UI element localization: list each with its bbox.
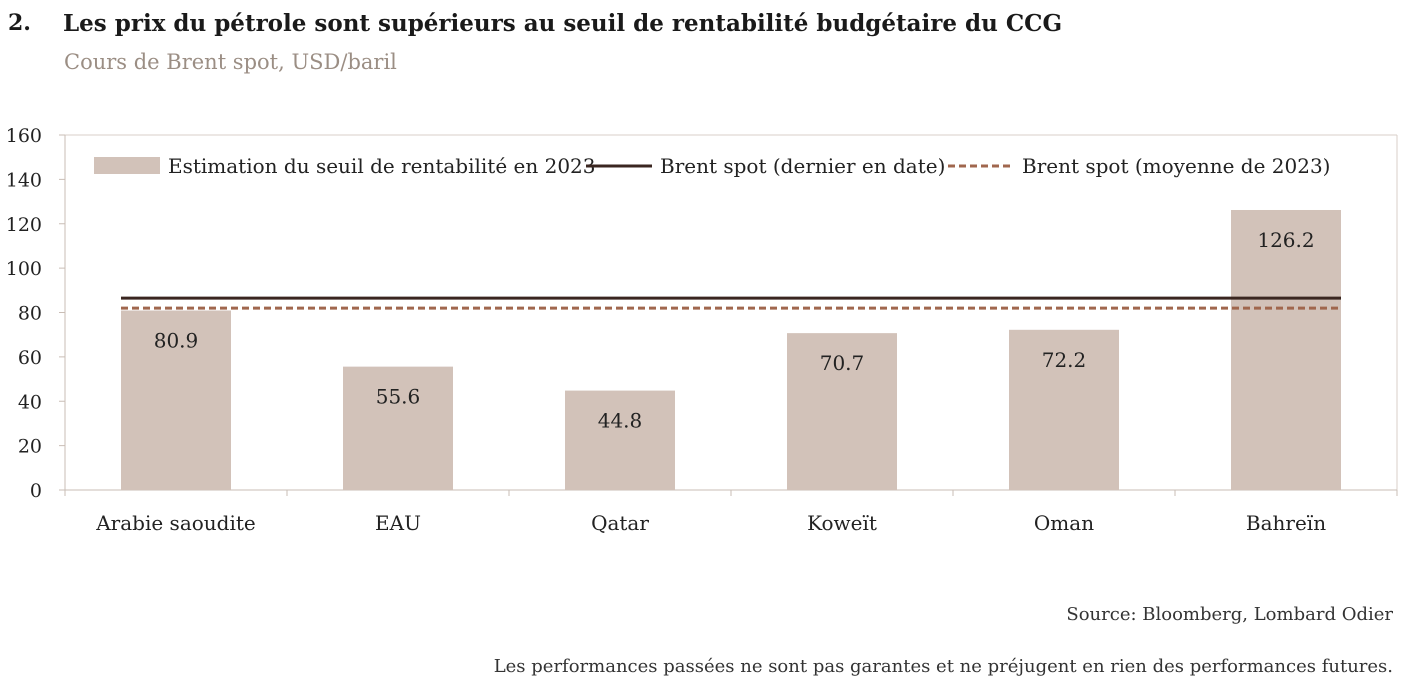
chart-title: Les prix du pétrole sont supérieurs au s… <box>63 10 1063 37</box>
legend-label: Brent spot (dernier en date) <box>660 154 945 178</box>
y-axis: 0 20 40 60 80 100 120 140 160 <box>6 125 1398 502</box>
legend-swatch-bar <box>94 157 160 174</box>
data-label: 72.2 <box>1042 348 1087 372</box>
bars <box>121 209 1341 490</box>
data-label: 55.6 <box>376 385 421 409</box>
x-tick-label: Qatar <box>591 511 649 535</box>
data-label: 44.8 <box>598 409 643 433</box>
bar <box>121 310 231 490</box>
bar <box>1009 329 1119 490</box>
source-note: Source: Bloomberg, Lombard Odier <box>1066 604 1393 625</box>
bar-chart: 0 20 40 60 80 100 120 140 160 Arabie saoudite EAU… <box>6 125 1398 535</box>
legend: Estimation du seuil de rentabilité en 20… <box>94 154 1330 178</box>
x-tick-label: Koweït <box>807 511 877 535</box>
figure-number: 2. <box>8 10 31 36</box>
data-label: 70.7 <box>820 351 865 375</box>
bar <box>787 333 897 490</box>
x-tick-label: Oman <box>1034 511 1094 535</box>
disclaimer-note: Les performances passées ne sont pas gar… <box>493 656 1393 677</box>
y-tick-label: 80 <box>18 303 42 325</box>
data-label: 80.9 <box>154 329 199 353</box>
x-tick-label: Arabie saoudite <box>95 511 256 535</box>
bar <box>565 390 675 490</box>
y-tick-label: 140 <box>6 169 42 191</box>
x-axis: Arabie saoudite EAU Qatar Koweït Oman Bahreïn <box>64 489 1398 535</box>
y-tick-label: 100 <box>6 258 42 280</box>
reference-lines <box>121 296 1341 310</box>
bar <box>343 366 453 490</box>
y-tick-label: 40 <box>18 391 42 413</box>
legend-label: Estimation du seuil de rentabilité en 20… <box>168 154 596 178</box>
y-tick-label: 160 <box>6 125 42 147</box>
y-tick-label: 20 <box>18 436 42 458</box>
y-tick-label: 0 <box>30 480 42 502</box>
bar <box>1231 209 1341 490</box>
x-tick-label: EAU <box>375 511 421 535</box>
chart-subtitle: Cours de Brent spot, USD/baril <box>64 50 397 74</box>
data-labels: 80.9 55.6 44.8 70.7 72.2 126.2 <box>154 228 1315 433</box>
data-label: 126.2 <box>1257 228 1314 252</box>
x-tick-label: Bahreïn <box>1246 511 1326 535</box>
y-tick-label: 120 <box>6 214 42 236</box>
y-tick-label: 60 <box>18 347 42 369</box>
legend-label: Brent spot (moyenne de 2023) <box>1022 154 1330 178</box>
